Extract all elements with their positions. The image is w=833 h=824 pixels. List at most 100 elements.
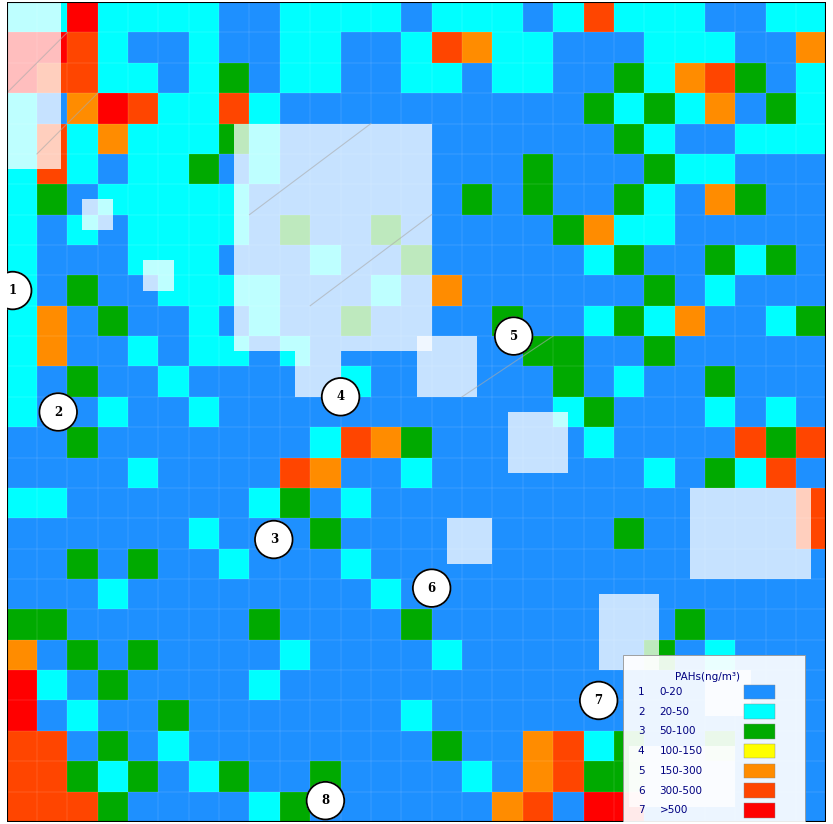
Bar [280, 610, 310, 639]
Text: 6: 6 [427, 582, 436, 595]
Bar [158, 731, 189, 761]
Bar [462, 154, 492, 185]
Bar [67, 457, 97, 488]
Bar [553, 488, 583, 518]
Bar [705, 214, 736, 245]
Text: 6: 6 [638, 785, 645, 796]
Bar [796, 731, 826, 761]
Bar [523, 32, 553, 63]
Bar [583, 124, 614, 154]
Bar [796, 792, 826, 822]
Bar [644, 731, 675, 761]
Bar [644, 549, 675, 579]
Bar [431, 549, 462, 579]
Bar [675, 488, 705, 518]
Text: 4: 4 [638, 747, 645, 756]
Bar [402, 427, 431, 457]
Bar [736, 185, 766, 214]
Bar [219, 639, 250, 670]
Bar [219, 245, 250, 275]
Bar [402, 549, 431, 579]
Bar [705, 610, 736, 639]
Bar [97, 245, 128, 275]
Bar [280, 488, 310, 518]
Bar [553, 336, 583, 367]
Bar [310, 63, 341, 93]
Bar [97, 214, 128, 245]
Bar [553, 579, 583, 610]
Bar [523, 214, 553, 245]
Bar [97, 639, 128, 670]
Bar [219, 185, 250, 214]
Bar [736, 639, 766, 670]
Bar [462, 518, 492, 549]
Bar [7, 63, 37, 93]
Bar [675, 32, 705, 63]
Bar [67, 63, 97, 93]
Bar [189, 2, 219, 32]
Bar [523, 63, 553, 93]
Bar [128, 2, 158, 32]
Bar [462, 397, 492, 427]
Bar [250, 306, 280, 336]
Bar [7, 245, 37, 275]
Bar [766, 124, 796, 154]
Bar [766, 397, 796, 427]
Bar [675, 761, 705, 792]
Bar [736, 124, 766, 154]
Bar [675, 731, 705, 761]
Bar [341, 2, 371, 32]
Bar [37, 457, 67, 488]
Bar [219, 549, 250, 579]
Bar [402, 306, 431, 336]
Bar [7, 154, 37, 185]
Bar [583, 700, 614, 731]
Bar [67, 670, 97, 700]
Bar [189, 427, 219, 457]
Bar [796, 367, 826, 397]
Bar [462, 245, 492, 275]
Bar [675, 610, 705, 639]
Bar [371, 306, 402, 336]
Bar [189, 488, 219, 518]
Bar [675, 549, 705, 579]
Bar [766, 579, 796, 610]
Bar [492, 367, 523, 397]
Bar [37, 579, 67, 610]
Bar [7, 670, 37, 700]
Bar [766, 336, 796, 367]
Bar [128, 549, 158, 579]
Bar [614, 154, 644, 185]
Bar [402, 245, 431, 275]
Bar [250, 761, 280, 792]
Bar [523, 700, 553, 731]
Bar [796, 124, 826, 154]
Bar [766, 427, 796, 457]
Bar [553, 549, 583, 579]
Bar [583, 2, 614, 32]
Bar [553, 214, 583, 245]
Bar [128, 579, 158, 610]
Bar [675, 670, 705, 700]
Bar [128, 336, 158, 367]
Bar [37, 2, 67, 32]
Bar [705, 700, 736, 731]
Bar [250, 185, 280, 214]
Bar [67, 124, 97, 154]
Bar [310, 93, 341, 124]
Bar [462, 185, 492, 214]
Bar [583, 214, 614, 245]
Text: 2: 2 [638, 707, 645, 717]
Bar [341, 579, 371, 610]
Bar [431, 2, 462, 32]
Bar [614, 2, 644, 32]
Bar [462, 731, 492, 761]
Bar [462, 214, 492, 245]
Bar [402, 32, 431, 63]
Bar [250, 124, 280, 154]
Bar [644, 639, 675, 670]
Bar [310, 367, 341, 397]
Text: 0-20: 0-20 [660, 687, 683, 697]
Bar [158, 154, 189, 185]
Bar [371, 761, 402, 792]
